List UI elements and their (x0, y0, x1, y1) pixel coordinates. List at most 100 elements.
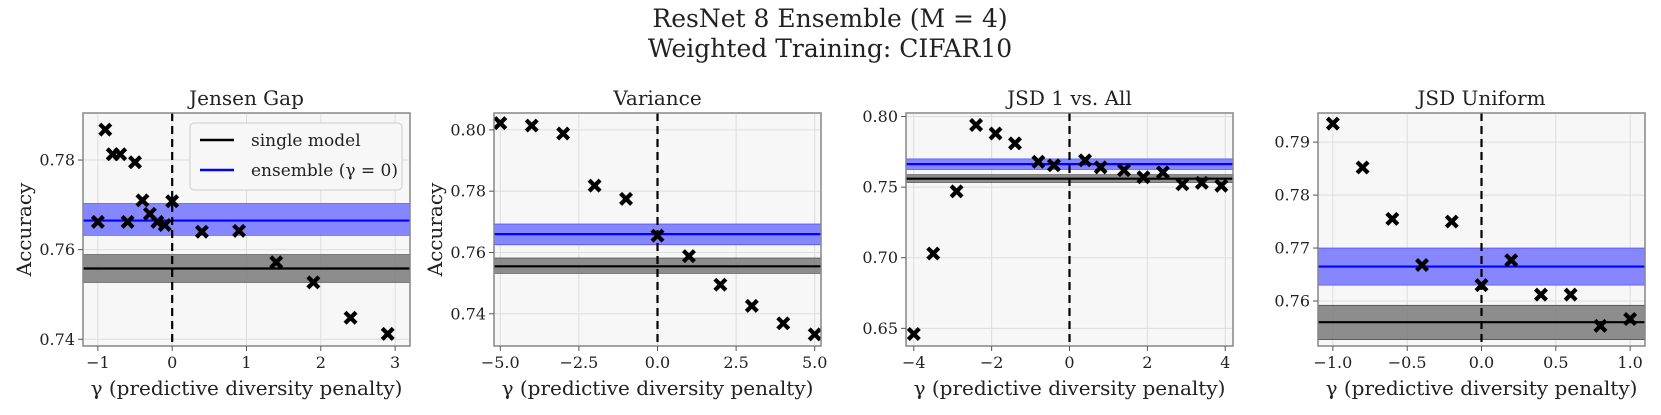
data-point-stroke-b (194, 224, 209, 239)
data-point-stroke-b (232, 223, 247, 238)
data-point-stroke-b (619, 191, 634, 206)
data-point-stroke-b (807, 327, 822, 342)
x-tick-label: 1.0 (1617, 353, 1642, 372)
data-point-stroke-b (1444, 214, 1459, 229)
data-point-stroke-b (150, 214, 165, 229)
x-axis-label: γ (predictive diversity penalty) (91, 376, 403, 400)
data-point (681, 249, 696, 264)
plot-content (83, 113, 410, 346)
y-tick-label: 0.76 (1274, 291, 1310, 310)
x-tick-label: −2 (980, 353, 1004, 372)
data-point-stroke-b (587, 178, 602, 193)
data-point-stroke-b (128, 155, 143, 170)
data-point (269, 255, 284, 270)
data-point-stroke-b (157, 218, 172, 233)
plot-content (906, 113, 1233, 346)
data-point (1444, 214, 1459, 229)
data-point (1385, 211, 1400, 226)
data-point-stroke-b (1504, 253, 1519, 268)
y-axis-label: Accuracy (12, 182, 36, 277)
data-point (713, 277, 728, 292)
legend-box (189, 122, 403, 191)
panel-3: −4 −2 0 2 4 0.65 0.70 0.75 0.80 JSD 1 vs. All γ (p… (862, 86, 1234, 400)
data-point (194, 224, 209, 239)
data-point (1504, 253, 1519, 268)
y-tick-label: 0.78 (39, 151, 75, 170)
y-tick-label: 0.76 (450, 243, 486, 262)
data-point (776, 316, 791, 331)
data-point (135, 193, 150, 208)
x-tick-label: −1 (86, 353, 110, 372)
data-point (906, 327, 921, 341)
data-point (306, 275, 321, 290)
x-tick-label: 4 (1220, 353, 1230, 372)
data-point (1046, 158, 1061, 173)
x-tick-label: 1 (241, 353, 251, 372)
data-point (1136, 170, 1151, 185)
data-point (1593, 318, 1608, 333)
panels: −1 0 1 2 3 0.74 0.76 0.78 Jensen Gap γ (predictiv… (12, 86, 1646, 400)
panel-2: −5.0 −2.5 0.0 2.5 5.0 0.74 0.76 0.78 0.80 Varianc… (423, 86, 827, 400)
x-tick-label: 2 (1142, 353, 1152, 372)
data-point (949, 184, 964, 199)
data-point (1194, 175, 1209, 190)
data-point-stroke-b (1046, 158, 1061, 173)
data-point (493, 116, 508, 131)
y-tick-label: 0.77 (1274, 239, 1310, 258)
panel-4: −1.0 −0.5 0.0 0.5 1.0 0.76 0.77 0.78 0.79 JSD Uni… (1274, 86, 1646, 400)
data-point (1325, 116, 1340, 131)
plot-content (1318, 113, 1645, 346)
data-point-stroke-b (744, 298, 759, 313)
data-point-stroke-b (135, 193, 150, 208)
data-point-stroke-b (380, 326, 395, 341)
y-tick-label: 0.74 (450, 304, 486, 323)
data-point (1214, 178, 1229, 193)
ensemble-band (83, 203, 410, 236)
y-tick-label: 0.79 (1274, 133, 1310, 152)
data-point (650, 228, 665, 243)
data-point-stroke-b (524, 118, 539, 133)
data-point (1474, 278, 1489, 293)
data-point (90, 214, 105, 229)
data-point-stroke-b (1117, 163, 1131, 178)
data-point (165, 194, 180, 209)
data-point-stroke-b (1078, 153, 1093, 168)
data-point-stroke-b (1136, 170, 1151, 185)
data-point (744, 298, 759, 313)
data-point-stroke-b (1214, 178, 1229, 193)
data-point (988, 126, 1003, 141)
data-point (232, 223, 247, 238)
data-point-stroke-b (713, 277, 728, 292)
x-tick-label: 0.0 (1469, 353, 1494, 372)
data-point-stroke-b (969, 118, 984, 132)
x-tick-label: −2.5 (559, 353, 598, 372)
panel-title: Variance (612, 86, 701, 110)
data-point-stroke-b (1474, 278, 1489, 293)
data-point-stroke-b (1385, 211, 1400, 226)
panel-title: JSD 1 vs. All (1005, 86, 1132, 110)
x-tick-label: 3 (390, 353, 400, 372)
x-tick-label: 2.5 (723, 353, 748, 372)
data-point (113, 147, 128, 162)
data-point (556, 126, 571, 141)
x-tick-label: −4 (902, 353, 926, 372)
data-point-stroke-b (493, 116, 508, 131)
x-tick-label: 0.5 (1543, 353, 1568, 372)
y-tick-label: 0.80 (450, 120, 486, 139)
data-point (587, 178, 602, 193)
figure-title-line-2: Weighted Training: CIFAR10 (648, 34, 1012, 63)
x-axis-label: γ (predictive diversity penalty) (1326, 376, 1638, 400)
data-point (150, 214, 165, 229)
data-point (1155, 165, 1170, 180)
data-point-stroke-b (142, 206, 157, 221)
data-point-stroke-b (926, 246, 941, 261)
y-tick-label: 0.78 (1274, 186, 1310, 205)
x-tick-label: 0 (1064, 353, 1074, 372)
data-point-stroke-b (988, 126, 1003, 141)
data-point-stroke-b (776, 316, 791, 331)
data-point-stroke-b (343, 310, 358, 325)
data-point-stroke-b (1623, 312, 1638, 326)
data-point-stroke-b (1415, 257, 1430, 272)
x-tick-label: 2 (316, 353, 326, 372)
